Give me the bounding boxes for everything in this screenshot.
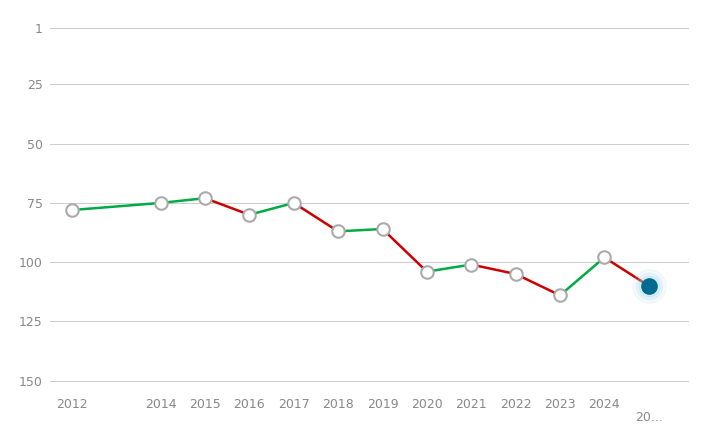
Text: 20...: 20... xyxy=(635,412,662,425)
